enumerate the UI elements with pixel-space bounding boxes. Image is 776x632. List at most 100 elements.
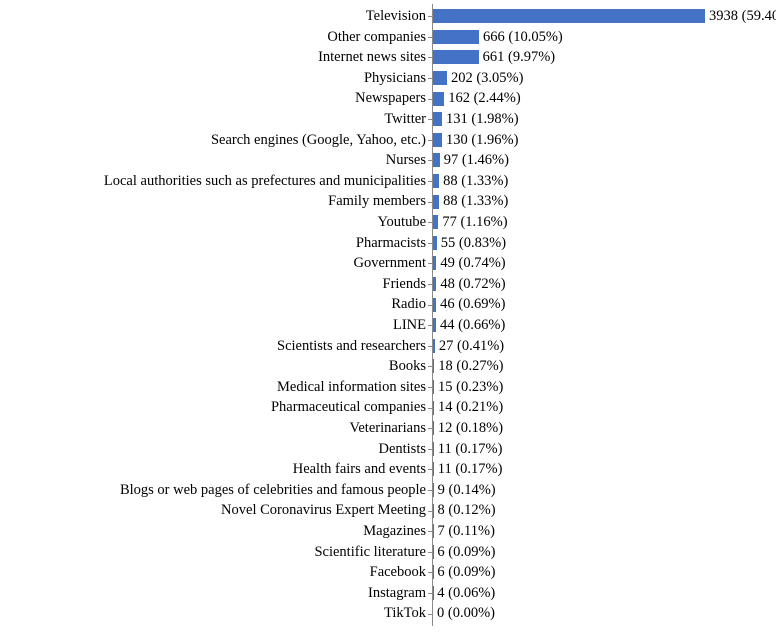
bar: [433, 92, 444, 106]
chart-row: Dentists11 (0.17%): [0, 439, 776, 460]
category-label: Internet news sites: [0, 47, 426, 68]
chart-row: Friends 48 (0.72%): [0, 274, 776, 295]
chart-row: Pharmaceutical companies 14 (0.21%): [0, 397, 776, 418]
value-label: 9 (0.14%): [438, 480, 496, 501]
chart-row: Blogs or web pages of celebrities and fa…: [0, 480, 776, 501]
axis-tick: [428, 469, 432, 470]
chart-row: Instagram4 (0.06%): [0, 583, 776, 604]
category-label: Friends: [0, 274, 426, 295]
value-label: 4 (0.06%): [437, 583, 495, 604]
category-label: TikTok: [0, 603, 426, 624]
axis-tick: [428, 57, 432, 58]
value-label: 7 (0.11%): [437, 521, 494, 542]
axis-tick: [428, 346, 432, 347]
category-label: Pharmaceutical companies: [0, 397, 426, 418]
value-label: 14 (0.21%): [438, 397, 503, 418]
axis-tick: [428, 428, 432, 429]
bar: [433, 153, 440, 167]
axis-tick: [428, 16, 432, 17]
chart-row: Physicians 202 (3.05%): [0, 68, 776, 89]
category-label: Search engines (Google, Yahoo, etc.): [0, 130, 426, 151]
axis-tick: [428, 284, 432, 285]
chart-row: Search engines (Google, Yahoo, etc.) 130 …: [0, 130, 776, 151]
value-label: 0 (0.00%): [437, 603, 495, 624]
bar: [433, 298, 436, 312]
axis-tick: [428, 202, 432, 203]
axis-tick: [428, 408, 432, 409]
axis-tick: [428, 593, 432, 594]
bar: [433, 421, 434, 435]
category-label: Magazines: [0, 521, 426, 542]
axis-tick: [428, 140, 432, 141]
axis-tick: [428, 243, 432, 244]
bar: [433, 359, 434, 373]
category-label: Blogs or web pages of celebrities and fa…: [0, 480, 426, 501]
bar: [433, 195, 439, 209]
chart-row: Television3938 (59.40%): [0, 6, 776, 27]
category-label: Books: [0, 356, 426, 377]
category-label: Pharmacists: [0, 233, 426, 254]
value-label: 11 (0.17%): [438, 459, 503, 480]
category-label: Newspapers: [0, 88, 426, 109]
axis-tick: [428, 99, 432, 100]
category-label: Government: [0, 253, 426, 274]
value-label: 202 (3.05%): [451, 68, 524, 89]
axis-tick: [428, 119, 432, 120]
value-label: 666 (10.05%): [483, 27, 563, 48]
axis-tick: [428, 305, 432, 306]
chart-row: Books18 (0.27%): [0, 356, 776, 377]
value-label: 27 (0.41%): [439, 336, 504, 357]
axis-tick: [428, 531, 432, 532]
value-label: 130 (1.96%): [446, 130, 519, 151]
chart-row: Facebook6 (0.09%): [0, 562, 776, 583]
axis-tick: [428, 222, 432, 223]
chart-row: Government49 (0.74%): [0, 253, 776, 274]
chart-row: Scientists and researchers 27 (0.41%): [0, 336, 776, 357]
value-label: 48 (0.72%): [440, 274, 505, 295]
category-label: Twitter: [0, 109, 426, 130]
bar: [433, 30, 479, 44]
chart-row: Novel Coronavirus Expert Meeting8 (0.12%…: [0, 500, 776, 521]
chart-row: Medical information sites15 (0.23%): [0, 377, 776, 398]
category-label: Other companies: [0, 27, 426, 48]
bar: [433, 256, 436, 270]
value-label: 6 (0.09%): [437, 562, 495, 583]
value-label: 131 (1.98%): [446, 109, 519, 130]
axis-tick: [428, 160, 432, 161]
value-label: 97 (1.46%): [444, 150, 509, 171]
chart-row: Scientific literature6 (0.09%): [0, 542, 776, 563]
chart-row: Other companies 666 (10.05%): [0, 27, 776, 48]
axis-tick: [428, 263, 432, 264]
axis-tick: [428, 37, 432, 38]
chart-row: Radio 46 (0.69%): [0, 294, 776, 315]
category-label: Scientists and researchers: [0, 336, 426, 357]
bar: [433, 112, 442, 126]
bar: [433, 50, 479, 64]
category-label: Radio: [0, 294, 426, 315]
category-label: Local authorities such as prefectures an…: [0, 171, 426, 192]
chart-row: Veterinarians12 (0.18%): [0, 418, 776, 439]
category-label: Veterinarians: [0, 418, 426, 439]
category-label: Health fairs and events: [0, 459, 426, 480]
axis-tick: [428, 387, 432, 388]
category-label: Television: [0, 6, 426, 27]
category-label: Scientific literature: [0, 542, 426, 563]
category-label: Physicians: [0, 68, 426, 89]
bar: [433, 442, 434, 456]
category-label: Family members: [0, 191, 426, 212]
value-label: 162 (2.44%): [448, 88, 521, 109]
value-label: 661 (9.97%): [483, 47, 556, 68]
value-label: 44 (0.66%): [440, 315, 505, 336]
axis-tick: [428, 614, 432, 615]
chart-row: Local authorities such as prefectures an…: [0, 171, 776, 192]
value-label: 46 (0.69%): [440, 294, 505, 315]
axis-tick: [428, 181, 432, 182]
axis-tick: [428, 78, 432, 79]
value-label: 77 (1.16%): [442, 212, 507, 233]
category-label: LINE: [0, 315, 426, 336]
chart-row: Nurses97 (1.46%): [0, 150, 776, 171]
chart-row: Magazines 7 (0.11%): [0, 521, 776, 542]
value-label: 15 (0.23%): [438, 377, 503, 398]
value-label: 88 (1.33%): [443, 171, 508, 192]
bar: [433, 462, 434, 476]
